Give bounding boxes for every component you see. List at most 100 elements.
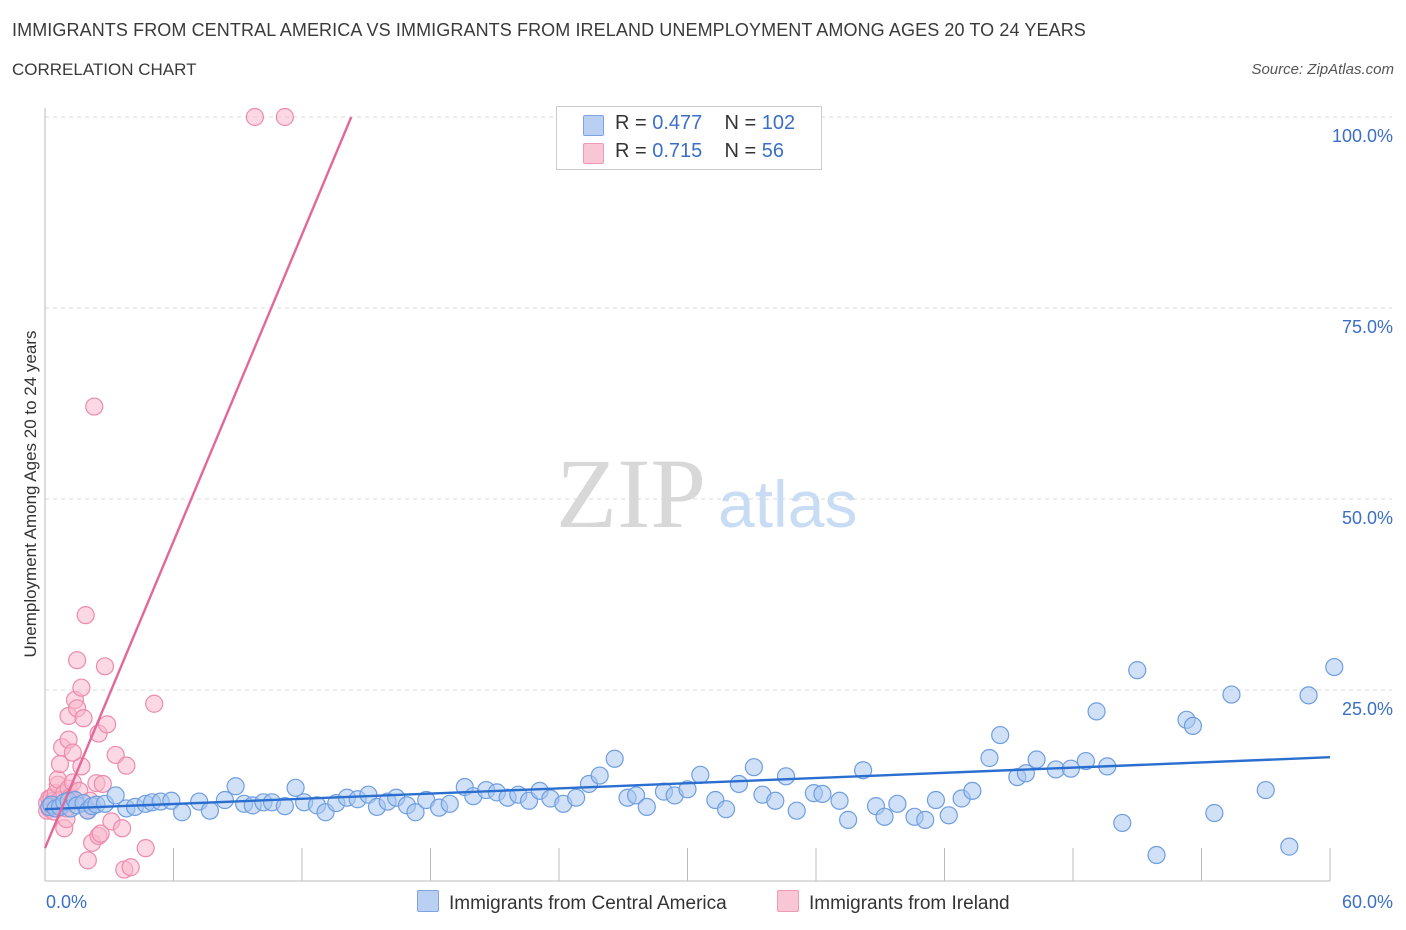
y-tick-label: 75.0%	[1342, 317, 1393, 337]
ireland-point	[72, 678, 91, 697]
central-america-point	[744, 758, 763, 777]
bottom-legend-central-america: Immigrants from Central America	[417, 890, 727, 915]
central-america-point	[1087, 702, 1106, 721]
central-america-point	[854, 761, 873, 780]
ireland-point	[68, 651, 87, 670]
ireland-point	[275, 107, 294, 127]
central-america-point	[980, 748, 999, 768]
ireland-trend-line	[43, 116, 353, 849]
central-america-point	[626, 786, 646, 805]
ireland-points	[38, 107, 294, 879]
central-america-point	[605, 749, 624, 768]
central-america-point	[787, 801, 806, 820]
ireland-point	[145, 694, 164, 713]
central-america-point	[172, 803, 192, 822]
central-america-point	[215, 790, 234, 810]
central-america-point	[926, 790, 946, 810]
watermark: ZIP atlas	[556, 438, 857, 549]
legend-r-label: R =	[615, 140, 647, 162]
y-tick-label: 25.0%	[1342, 699, 1393, 719]
bottom-legend-label: Immigrants from Central America	[449, 893, 727, 914]
central-america-point	[440, 794, 459, 813]
bottom-legend-swatch-blue	[417, 890, 439, 912]
ireland-point	[63, 743, 82, 762]
ireland-point	[95, 657, 115, 676]
gridlines	[45, 116, 1392, 691]
axis-labels: 25.0% 50.0% 75.0% 100.0% 0.0% 60.0% Unemployme…	[21, 126, 1393, 912]
central-america-point	[916, 810, 935, 829]
source-label: Source: ZipAtlas.com	[1251, 61, 1394, 78]
y-tick-label: 100.0%	[1332, 126, 1393, 146]
central-america-point	[716, 800, 736, 819]
ireland-point	[112, 819, 132, 838]
central-america-point	[1299, 686, 1318, 705]
central-america-point	[567, 788, 586, 807]
ireland-point	[98, 715, 117, 734]
chart-title: IMMIGRANTS FROM CENTRAL AMERICA VS IMMIG…	[12, 20, 1086, 40]
central-america-trend-line	[44, 756, 1331, 811]
ireland-point	[121, 858, 140, 877]
central-america-point	[1183, 716, 1203, 736]
central-america-point	[691, 765, 710, 784]
ireland-point	[106, 745, 125, 765]
legend-n-value: 56	[761, 140, 785, 162]
legend-n-value: 102	[761, 112, 796, 134]
central-america-point	[1147, 845, 1166, 865]
central-america-point	[1325, 657, 1344, 677]
ireland-point	[136, 839, 155, 858]
central-america-point	[637, 797, 656, 816]
bottom-legend-swatch-pink	[777, 890, 799, 912]
ireland-point	[91, 824, 110, 843]
legend-swatch-pink	[583, 143, 604, 164]
axes	[44, 108, 1331, 882]
x-tick-label: 60.0%	[1342, 892, 1393, 912]
central-america-point	[991, 725, 1010, 745]
central-america-points	[40, 657, 1344, 865]
watermark-zip: ZIP	[556, 438, 706, 549]
correlation-legend: R = 0.477 N = 102 R = 0.715 N = 56	[556, 106, 822, 170]
central-america-point	[875, 807, 894, 826]
ireland-point	[245, 107, 264, 127]
central-america-point	[963, 781, 982, 800]
central-america-point	[1027, 750, 1046, 769]
legend-swatch-blue	[583, 115, 604, 136]
central-america-point	[1205, 803, 1224, 823]
ireland-point	[117, 756, 136, 775]
central-america-point	[766, 791, 785, 810]
central-america-point	[888, 794, 907, 813]
central-america-point	[729, 774, 749, 794]
central-america-point	[1280, 837, 1299, 856]
legend-n-label: N =	[724, 140, 757, 162]
legend-n-label: N =	[724, 112, 757, 134]
central-america-point	[286, 778, 305, 797]
central-america-point	[776, 767, 796, 786]
central-america-point	[813, 784, 832, 804]
central-america-point	[839, 810, 858, 829]
y-tick-label: 50.0%	[1342, 508, 1393, 528]
chart-subtitle: CORRELATION CHART	[12, 60, 197, 79]
ireland-point	[78, 851, 97, 870]
legend-r-value: 0.715	[652, 140, 703, 162]
watermark-atlas: atlas	[718, 467, 857, 541]
x-tick-label: 0.0%	[46, 892, 87, 912]
legend-r-value: 0.477	[652, 112, 703, 134]
central-america-point	[200, 801, 220, 820]
ireland-point	[76, 606, 95, 625]
central-america-point	[1256, 780, 1275, 800]
y-axis-label: Unemployment Among Ages 20 to 24 years	[21, 331, 40, 658]
ireland-point	[74, 709, 93, 728]
bottom-legend-label: Immigrants from Ireland	[809, 893, 1010, 914]
central-america-point	[590, 766, 609, 785]
central-america-point	[226, 777, 245, 796]
central-america-point	[939, 806, 958, 825]
legend-r-label: R =	[615, 112, 647, 134]
central-america-point	[1222, 685, 1241, 704]
central-america-point	[275, 797, 294, 816]
central-america-point	[678, 780, 697, 799]
central-america-point	[1016, 764, 1035, 783]
central-america-point	[1076, 751, 1095, 771]
trend-lines	[43, 116, 1331, 849]
central-america-point	[1128, 661, 1147, 680]
central-america-point	[406, 803, 425, 822]
